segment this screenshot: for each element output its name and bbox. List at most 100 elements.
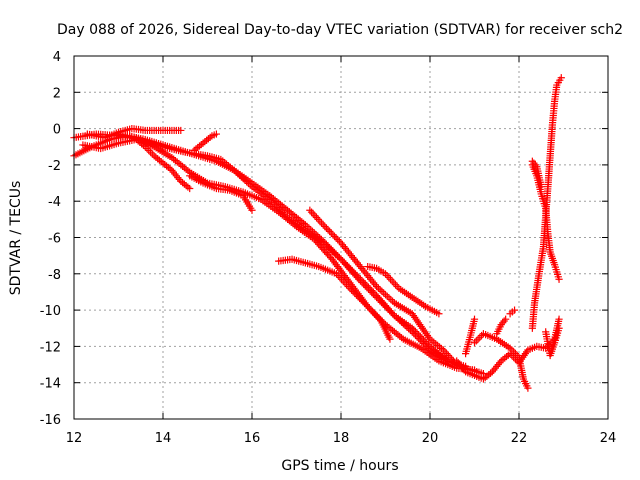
y-tick-label: 2 [53, 86, 61, 101]
sample-marker [175, 175, 183, 184]
sample-marker [179, 148, 187, 156]
sample-marker [247, 204, 255, 212]
series-track-13 [470, 330, 532, 392]
sample-marker [344, 282, 352, 291]
sample-marker [389, 297, 397, 305]
sample-marker [206, 133, 214, 141]
sample-marker [486, 369, 495, 377]
sample-marker [379, 268, 387, 277]
sample-marker [210, 131, 218, 139]
sample-marker [554, 317, 563, 325]
sample-marker [139, 141, 148, 149]
x-tick-label: 16 [244, 431, 261, 446]
series-track-19 [542, 324, 563, 360]
sample-marker [539, 344, 548, 352]
sample-marker [273, 207, 281, 215]
sample-marker [420, 301, 428, 309]
sample-marker [490, 334, 499, 342]
sample-marker [556, 76, 564, 84]
sample-marker [537, 180, 545, 189]
sample-marker [554, 327, 562, 335]
sample-marker [504, 343, 512, 351]
y-tick-label: 0 [53, 123, 61, 138]
sample-marker [393, 282, 401, 291]
sample-marker [508, 308, 516, 316]
sample-marker [255, 194, 263, 203]
y-tick-label: -16 [40, 413, 61, 428]
x-tick-label: 22 [511, 431, 528, 446]
sample-marker [282, 205, 290, 213]
y-tick-label: -8 [48, 268, 61, 283]
sample-marker [370, 264, 378, 272]
sample-marker [166, 165, 174, 173]
sample-marker [228, 165, 236, 173]
sample-marker [112, 129, 120, 137]
sample-marker [201, 151, 209, 160]
x-tick-label: 18 [333, 431, 350, 446]
sample-marker [496, 323, 504, 331]
sample-marker [541, 202, 549, 210]
sample-marker [535, 272, 543, 280]
sample-marker [291, 221, 299, 229]
sample-marker [184, 183, 192, 191]
sample-marker [174, 126, 183, 135]
sample-marker [523, 382, 531, 390]
sample-marker [478, 331, 486, 340]
sample-marker [531, 161, 539, 169]
y-tick-label: 4 [53, 50, 61, 65]
series-track-12 [462, 315, 479, 358]
series-track-15 [506, 306, 519, 318]
x-tick-label: 24 [600, 431, 617, 446]
sample-marker [496, 359, 504, 367]
series-track-10 [364, 262, 443, 318]
sample-marker [500, 317, 508, 325]
sample-marker [362, 301, 370, 309]
y-tick-label: -12 [40, 340, 61, 355]
series-track-5 [83, 125, 185, 142]
y-tick-label: -14 [40, 377, 61, 392]
sample-marker [406, 292, 414, 300]
sample-marker [210, 183, 218, 192]
series-track-7 [190, 130, 220, 154]
sample-marker [112, 140, 120, 148]
y-tick-label: -10 [40, 304, 61, 319]
sample-marker [550, 341, 558, 349]
sample-marker [554, 273, 562, 281]
sample-marker [424, 344, 432, 352]
sample-marker [552, 83, 561, 91]
data-series [70, 74, 565, 392]
sample-marker [375, 315, 383, 323]
sample-marker [130, 136, 138, 144]
sample-marker [371, 281, 379, 289]
sample-marker [148, 150, 156, 158]
sample-marker [166, 152, 174, 161]
x-tick-label: 20 [422, 431, 439, 446]
sample-marker [335, 237, 343, 245]
sample-marker [299, 258, 307, 266]
series-track-18 [528, 157, 545, 191]
sample-marker [397, 334, 406, 342]
sample-marker [353, 272, 361, 280]
sample-marker [406, 308, 414, 317]
sample-marker [371, 290, 379, 298]
y-tick-label: -2 [48, 159, 61, 174]
series-track-6 [186, 172, 256, 214]
sample-marker [353, 259, 361, 267]
x-tick-label: 12 [66, 431, 83, 446]
sample-marker [237, 191, 245, 199]
sample-marker [406, 326, 415, 334]
sample-marker [415, 343, 423, 351]
sample-marker [184, 167, 192, 175]
series-track-8 [275, 255, 394, 343]
sample-marker [470, 317, 478, 326]
sample-marker [157, 142, 165, 150]
sample-marker [425, 333, 433, 341]
sample-marker [312, 262, 321, 270]
sample-marker [264, 194, 272, 202]
series-track-4 [79, 135, 194, 193]
sample-marker [385, 333, 393, 341]
sample-marker [433, 355, 441, 364]
sample-marker [523, 348, 531, 356]
sample-marker [317, 219, 326, 227]
